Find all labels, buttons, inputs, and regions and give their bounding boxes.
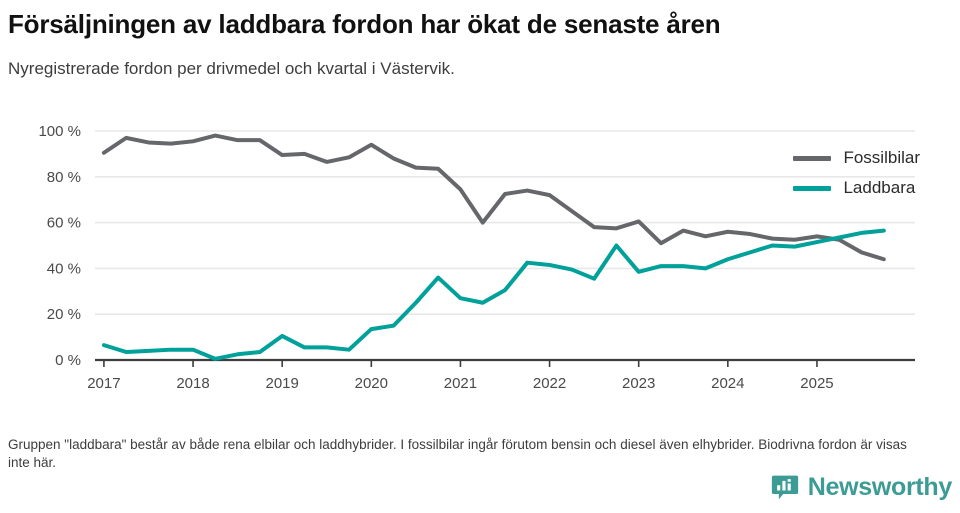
brand-name: Newsworthy — [807, 472, 953, 501]
y-tick-label: 20 % — [47, 306, 81, 323]
newsworthy-logo[interactable]: Newsworthy — [771, 473, 952, 501]
x-tick-label: 2018 — [176, 375, 209, 392]
y-tick-label: 100 % — [38, 123, 81, 140]
legend-label-fossilbilar: Fossilbilar — [843, 148, 920, 167]
y-tick-label: 60 % — [47, 215, 81, 232]
page-title: Försäljningen av laddbara fordon har öka… — [8, 9, 721, 39]
x-tick-label: 2022 — [533, 375, 566, 392]
chart-container: 0 % 20 % 40 % 60 % 80 % 100 % 2017 2018 2019 2020… — [0, 112, 960, 402]
x-tick-label: 2017 — [87, 375, 120, 392]
line-chart: 0 % 20 % 40 % 60 % 80 % 100 % 2017 2018 2019 2020… — [38, 123, 915, 392]
y-tick-label: 80 % — [47, 169, 81, 186]
chart-footnote: Gruppen "laddbara" består av både rena e… — [8, 437, 907, 470]
legend-item-fossilbilar[interactable]: Fossilbilar — [793, 148, 920, 168]
x-tick-label: 2019 — [265, 375, 298, 392]
chart-legend: Fossilbilar Laddbara — [793, 148, 920, 198]
legend-label-laddbara: Laddbara — [843, 178, 916, 197]
chart-page: Försäljningen av laddbara fordon har öka… — [0, 8, 960, 513]
page-subtitle: Nyregistrerade fordon per drivmedel och … — [8, 59, 455, 78]
legend-swatch-laddbara — [793, 185, 832, 191]
bar-chart-speech-bubble-icon — [771, 475, 798, 500]
legend-item-laddbara[interactable]: Laddbara — [793, 178, 920, 198]
x-tick-label: 2025 — [800, 375, 833, 392]
x-tick-label: 2023 — [622, 375, 655, 392]
x-tick-label: 2024 — [711, 375, 744, 392]
x-tick-label: 2020 — [355, 375, 388, 392]
series-line-laddbara — [101, 228, 886, 361]
legend-swatch-fossilbilar — [793, 155, 832, 161]
series-line-fossilbilar — [101, 133, 886, 262]
y-tick-label: 0 % — [55, 352, 81, 369]
x-tick-label: 2021 — [444, 375, 477, 392]
y-tick-label: 40 % — [47, 260, 81, 277]
